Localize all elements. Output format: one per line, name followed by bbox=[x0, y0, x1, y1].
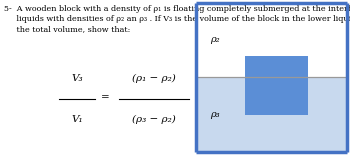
Bar bbox=[196, 3, 346, 77]
Text: 5-  A wooden block with a density of ρ₁ is floating completely submerged at the : 5- A wooden block with a density of ρ₁ i… bbox=[4, 5, 350, 34]
Text: =: = bbox=[101, 93, 109, 102]
Text: V₁: V₁ bbox=[71, 115, 83, 124]
Text: ρ₃: ρ₃ bbox=[210, 110, 220, 119]
Bar bbox=[245, 56, 308, 115]
Text: (ρ₁ − ρ₂): (ρ₁ − ρ₂) bbox=[132, 74, 176, 83]
Text: V₃: V₃ bbox=[71, 74, 83, 83]
Bar bbox=[196, 77, 346, 152]
Text: ρ₂: ρ₂ bbox=[210, 36, 220, 44]
Text: (ρ₃ − ρ₂): (ρ₃ − ρ₂) bbox=[132, 115, 176, 124]
